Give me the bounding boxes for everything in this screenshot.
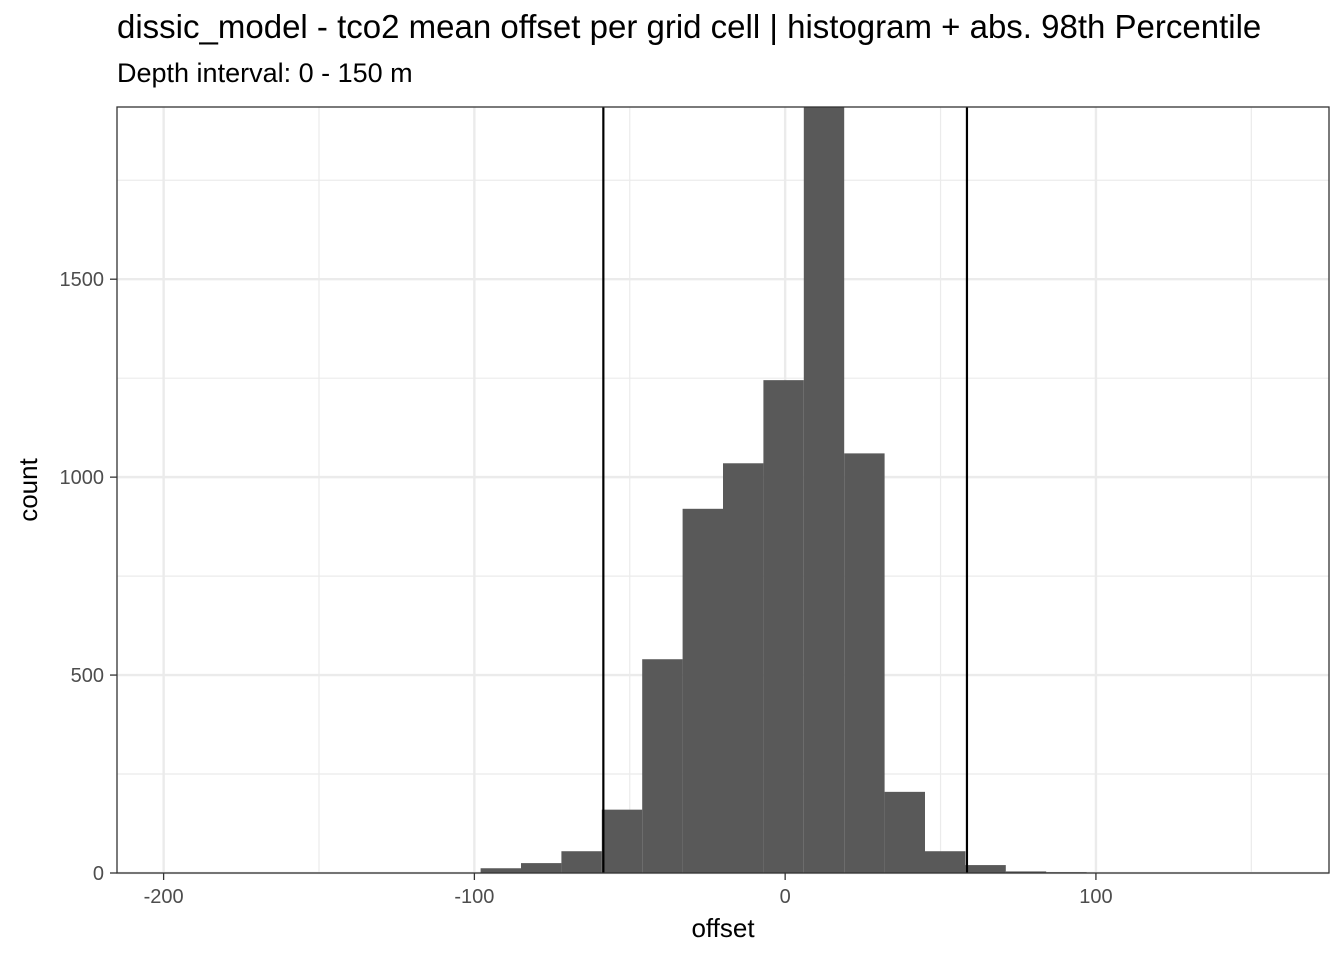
y-tick-label: 500 — [71, 665, 104, 687]
histogram-bars — [480, 107, 1087, 873]
x-tick-label: 100 — [1079, 886, 1112, 908]
chart-title: dissic_model - tco2 mean offset per grid… — [117, 8, 1262, 45]
minor-gridlines — [117, 107, 1329, 873]
histogram-bar — [844, 453, 885, 873]
y-axis-ticks: 0 500 1000 1500 — [60, 269, 117, 885]
histogram-bar — [521, 863, 562, 873]
histogram-bar — [682, 508, 723, 873]
x-axis-ticks: -200 -100 0 100 — [144, 873, 1113, 908]
x-tick-label: -100 — [454, 886, 494, 908]
histogram-bar — [965, 865, 1006, 873]
percentile-lines — [602, 107, 969, 873]
histogram-bar — [884, 791, 925, 873]
chart-subtitle: Depth interval: 0 - 150 m — [117, 58, 413, 88]
y-tick-label: 0 — [93, 863, 104, 885]
y-tick-label: 1000 — [60, 467, 105, 489]
x-axis-title: offset — [691, 913, 755, 943]
histogram-bar — [561, 851, 602, 873]
histogram-bar — [601, 809, 643, 873]
y-tick-label: 1500 — [60, 269, 105, 291]
y-axis-title: count — [13, 457, 43, 521]
histogram-bar — [763, 380, 804, 873]
x-tick-label: -200 — [144, 886, 184, 908]
histogram-bar — [723, 463, 764, 873]
x-tick-label: 0 — [780, 886, 791, 908]
histogram-bar — [925, 851, 966, 873]
histogram-bar — [642, 659, 683, 873]
panel-border — [116, 106, 1330, 874]
histogram-bar — [1005, 871, 1047, 873]
histogram-bar — [480, 868, 521, 873]
histogram-bar — [803, 107, 845, 873]
